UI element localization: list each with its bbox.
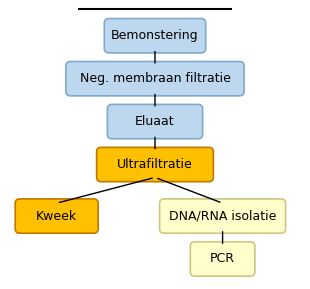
FancyBboxPatch shape — [66, 62, 244, 96]
FancyBboxPatch shape — [15, 199, 98, 233]
Text: DNA/RNA isolatie: DNA/RNA isolatie — [169, 210, 276, 223]
FancyBboxPatch shape — [190, 242, 255, 276]
FancyBboxPatch shape — [97, 147, 213, 182]
Text: Ultrafiltratie: Ultrafiltratie — [117, 158, 193, 171]
Text: Eluaat: Eluaat — [135, 115, 175, 128]
FancyBboxPatch shape — [160, 199, 286, 233]
Text: Kweek: Kweek — [36, 210, 77, 223]
Text: PCR: PCR — [210, 253, 235, 266]
Text: Neg. membraan filtratie: Neg. membraan filtratie — [80, 72, 230, 85]
FancyBboxPatch shape — [107, 104, 203, 139]
Text: Bemonstering: Bemonstering — [111, 29, 199, 42]
FancyBboxPatch shape — [104, 18, 206, 53]
